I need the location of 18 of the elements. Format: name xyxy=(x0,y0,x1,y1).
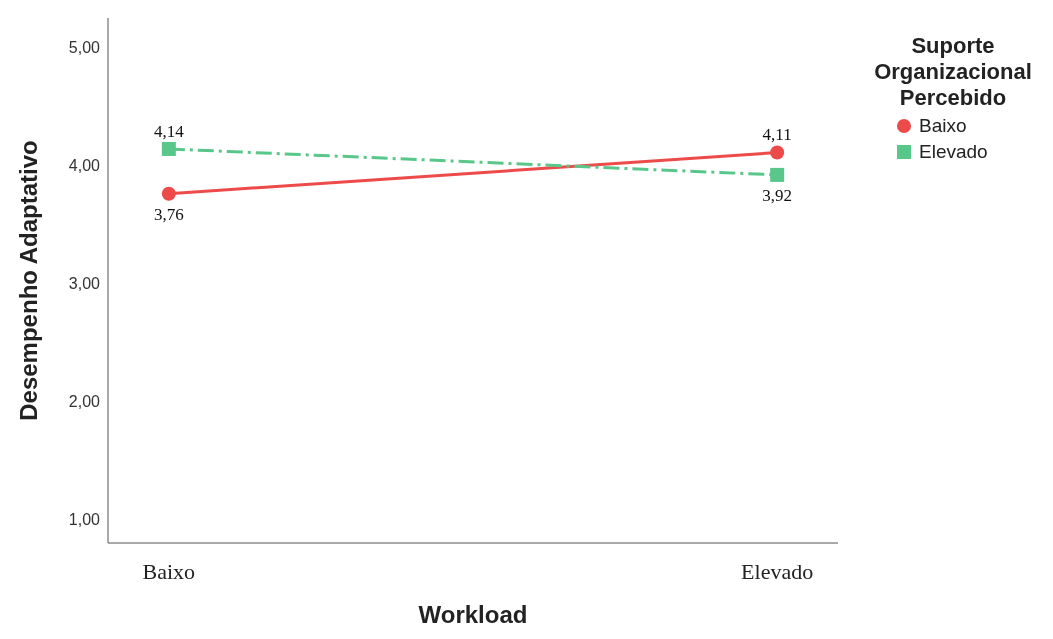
legend-title: Suporte Organizacional Percebido xyxy=(873,33,1033,111)
point xyxy=(770,145,785,160)
y-axis-title: Desempenho Adaptativo xyxy=(14,140,42,421)
y-tick-label: 4,00 xyxy=(68,157,101,175)
point xyxy=(161,186,176,201)
data-label: 4,11 xyxy=(762,125,792,145)
y-tick-label: 1,00 xyxy=(68,511,101,529)
legend-label: Elevado xyxy=(919,141,988,163)
x-axis-title: Workload xyxy=(418,601,528,628)
y-tick-label: 2,00 xyxy=(68,393,101,411)
point xyxy=(161,141,176,156)
data-label: 3,92 xyxy=(762,185,793,205)
data-label: 4,14 xyxy=(153,121,185,141)
data-label: 3,76 xyxy=(153,204,184,224)
legend-label: Baixo xyxy=(919,115,967,137)
point xyxy=(770,167,785,182)
y-tick-label: 3,00 xyxy=(68,275,101,293)
y-tick-label: 5,00 xyxy=(68,39,101,57)
